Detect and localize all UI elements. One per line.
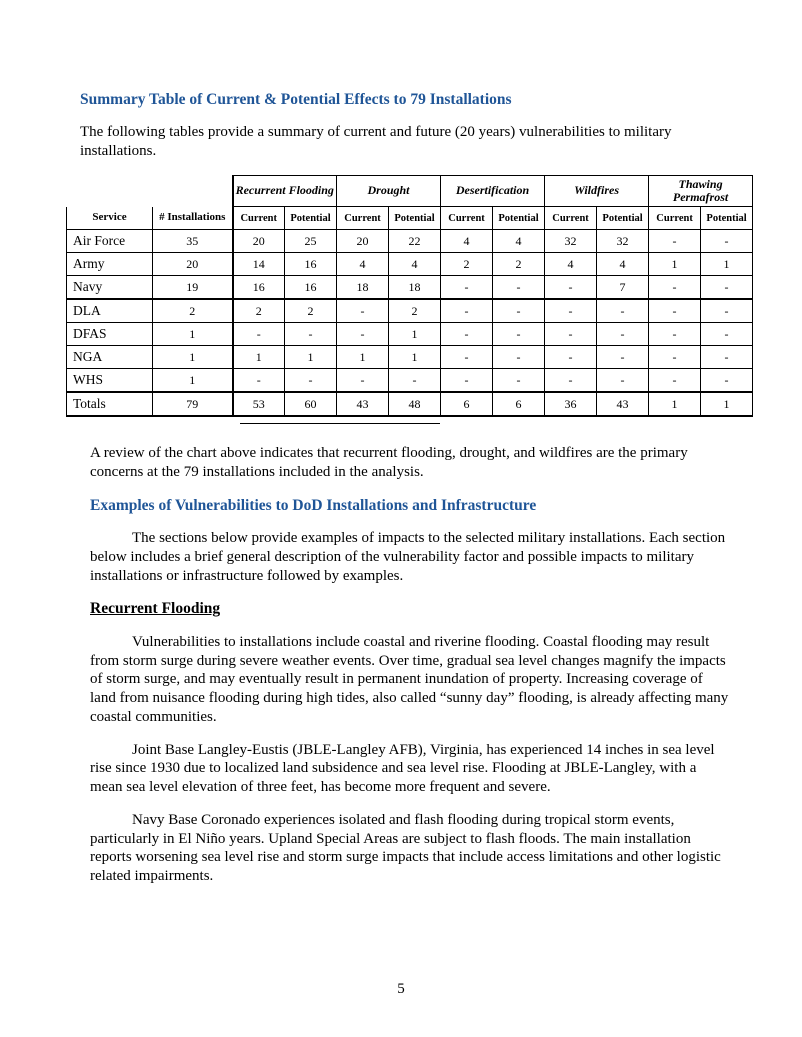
table-row: WHS 1 - - - - - - - - - -: [67, 369, 753, 393]
intro-paragraph: The following tables provide a summary o…: [80, 123, 732, 161]
page-content: Summary Table of Current & Potential Eff…: [80, 90, 732, 886]
col-group-recurrent-flooding: Recurrent Flooding: [233, 175, 337, 206]
col-group-drought: Drought: [337, 175, 441, 206]
subsection-heading-recurrent-flooding: Recurrent Flooding: [90, 599, 732, 618]
col-service: Service: [67, 207, 153, 230]
summary-table: Recurrent Flooding Drought Desertificati…: [66, 175, 753, 417]
section-heading-1: Summary Table of Current & Potential Eff…: [80, 90, 732, 109]
col-group-wildfires: Wildfires: [545, 175, 649, 206]
col-group-desertification: Desertification: [441, 175, 545, 206]
examples-intro-paragraph: The sections below provide examples of i…: [90, 529, 732, 585]
body-text-block: A review of the chart above indicates th…: [90, 444, 732, 886]
table-row: Army 20 14 16 4 4 2 2 4 4 1 1: [67, 253, 753, 276]
table-header-groups: Recurrent Flooding Drought Desertificati…: [67, 175, 753, 206]
col-group-thawing-permafrost: Thawing Permafrost: [649, 175, 753, 206]
flooding-paragraph-1: Vulnerabilities to installations include…: [90, 633, 732, 727]
page-number: 5: [0, 980, 802, 999]
table-row: DLA 2 2 2 - 2 - - - - - -: [67, 299, 753, 323]
section-heading-2: Examples of Vulnerabilities to DoD Insta…: [90, 496, 732, 515]
col-installations: # Installations: [153, 207, 233, 230]
table-row: Air Force 35 20 25 20 22 4 4 32 32 - -: [67, 230, 753, 253]
table-row: Navy 19 16 16 18 18 - - - 7 - -: [67, 276, 753, 300]
flooding-paragraph-3: Navy Base Coronado experiences isolated …: [90, 811, 732, 886]
table-row: NGA 1 1 1 1 1 - - - - - -: [67, 346, 753, 369]
footnote-rule: [240, 423, 440, 424]
table-header-cols: Service # Installations Current Potentia…: [67, 207, 753, 230]
review-paragraph: A review of the chart above indicates th…: [90, 444, 732, 482]
flooding-paragraph-2: Joint Base Langley-Eustis (JBLE-Langley …: [90, 741, 732, 797]
table-row: DFAS 1 - - - 1 - - - - - -: [67, 323, 753, 346]
table-totals-row: Totals 79 53 60 43 48 6 6 36 43 1 1: [67, 392, 753, 416]
